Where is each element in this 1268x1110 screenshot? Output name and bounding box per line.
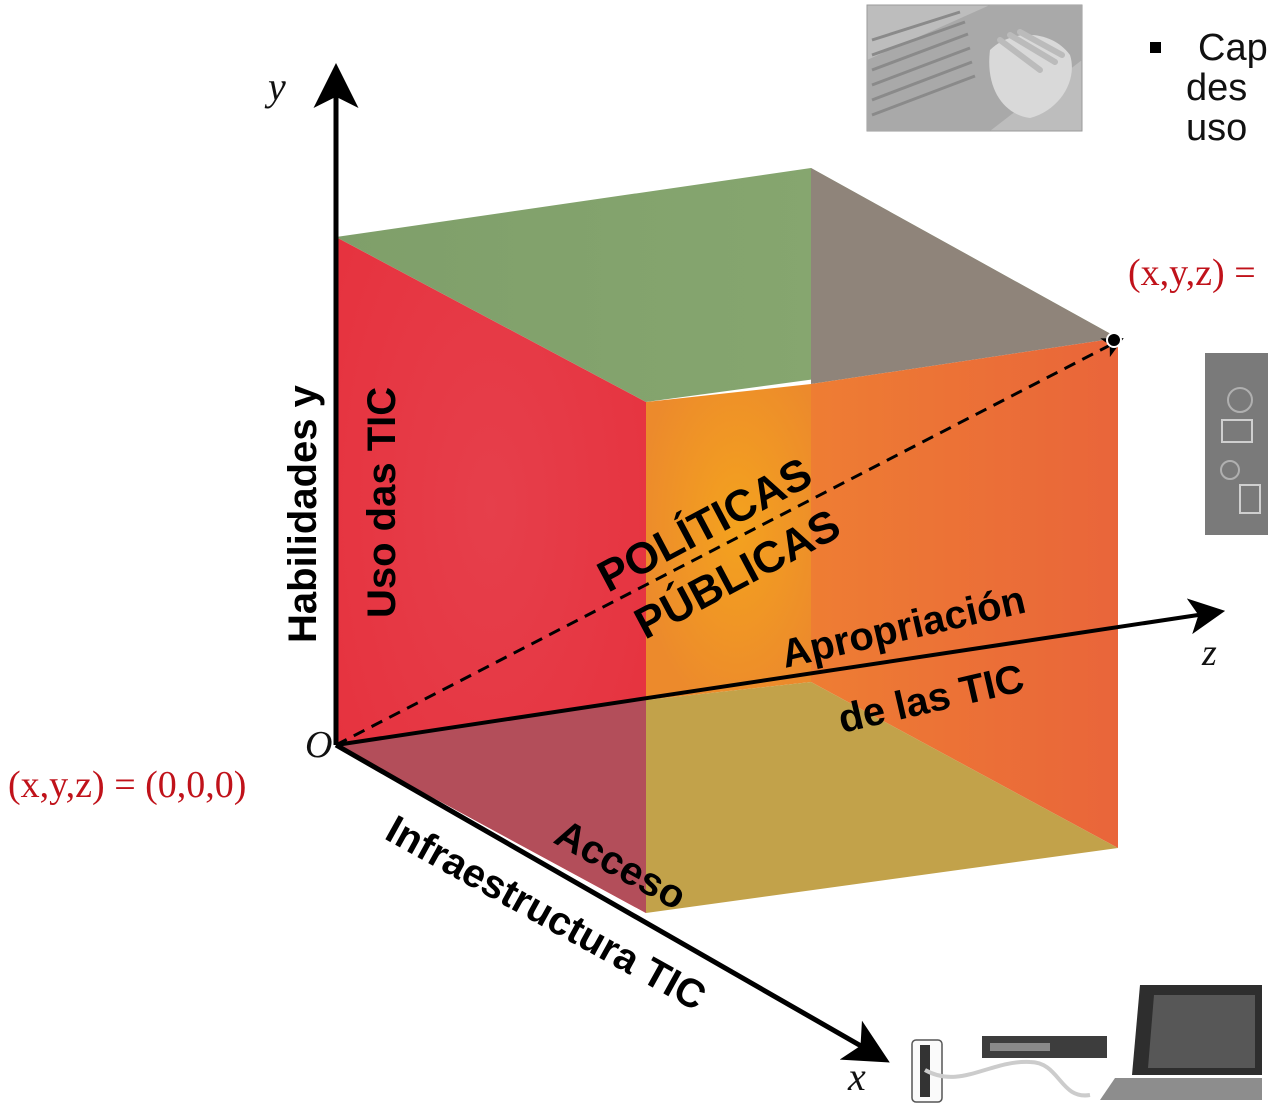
bullet-text: Cap des uso [1186,27,1268,148]
bullet-line-1: Cap [1198,27,1268,69]
laptop-photo-thumbnail [866,4,1083,132]
bullet-marker [1150,42,1161,53]
cube-top-back-face [811,168,1118,384]
target-coordinate-label: (x,y,z) = [1128,252,1256,294]
x-axis-label: x [847,1054,866,1099]
bullet-line-3: uso [1186,107,1248,149]
diagonal-vector [335,338,1124,747]
origin-coordinate-label: (x,y,z) = (0,0,0) [8,764,246,806]
axes [313,63,1226,1063]
target-point [1106,332,1122,348]
social-media-thumbnail [1205,353,1268,535]
cube-right-face [811,338,1118,848]
z-axis [335,598,1226,747]
network-devices-photo [911,985,1262,1103]
cube-bottom-front-face [646,682,1118,913]
origin-label: O [305,724,332,766]
cube [336,168,1118,913]
bullet-line-2: des [1186,67,1248,109]
habilidades-label: Habilidades y [281,384,325,643]
x-axis [334,742,890,1063]
y-axis-label: y [264,64,286,109]
uso-label: Uso das TIC [360,387,404,618]
z-axis-label: z [1201,632,1217,674]
cube-bottom-left-face [336,700,646,913]
